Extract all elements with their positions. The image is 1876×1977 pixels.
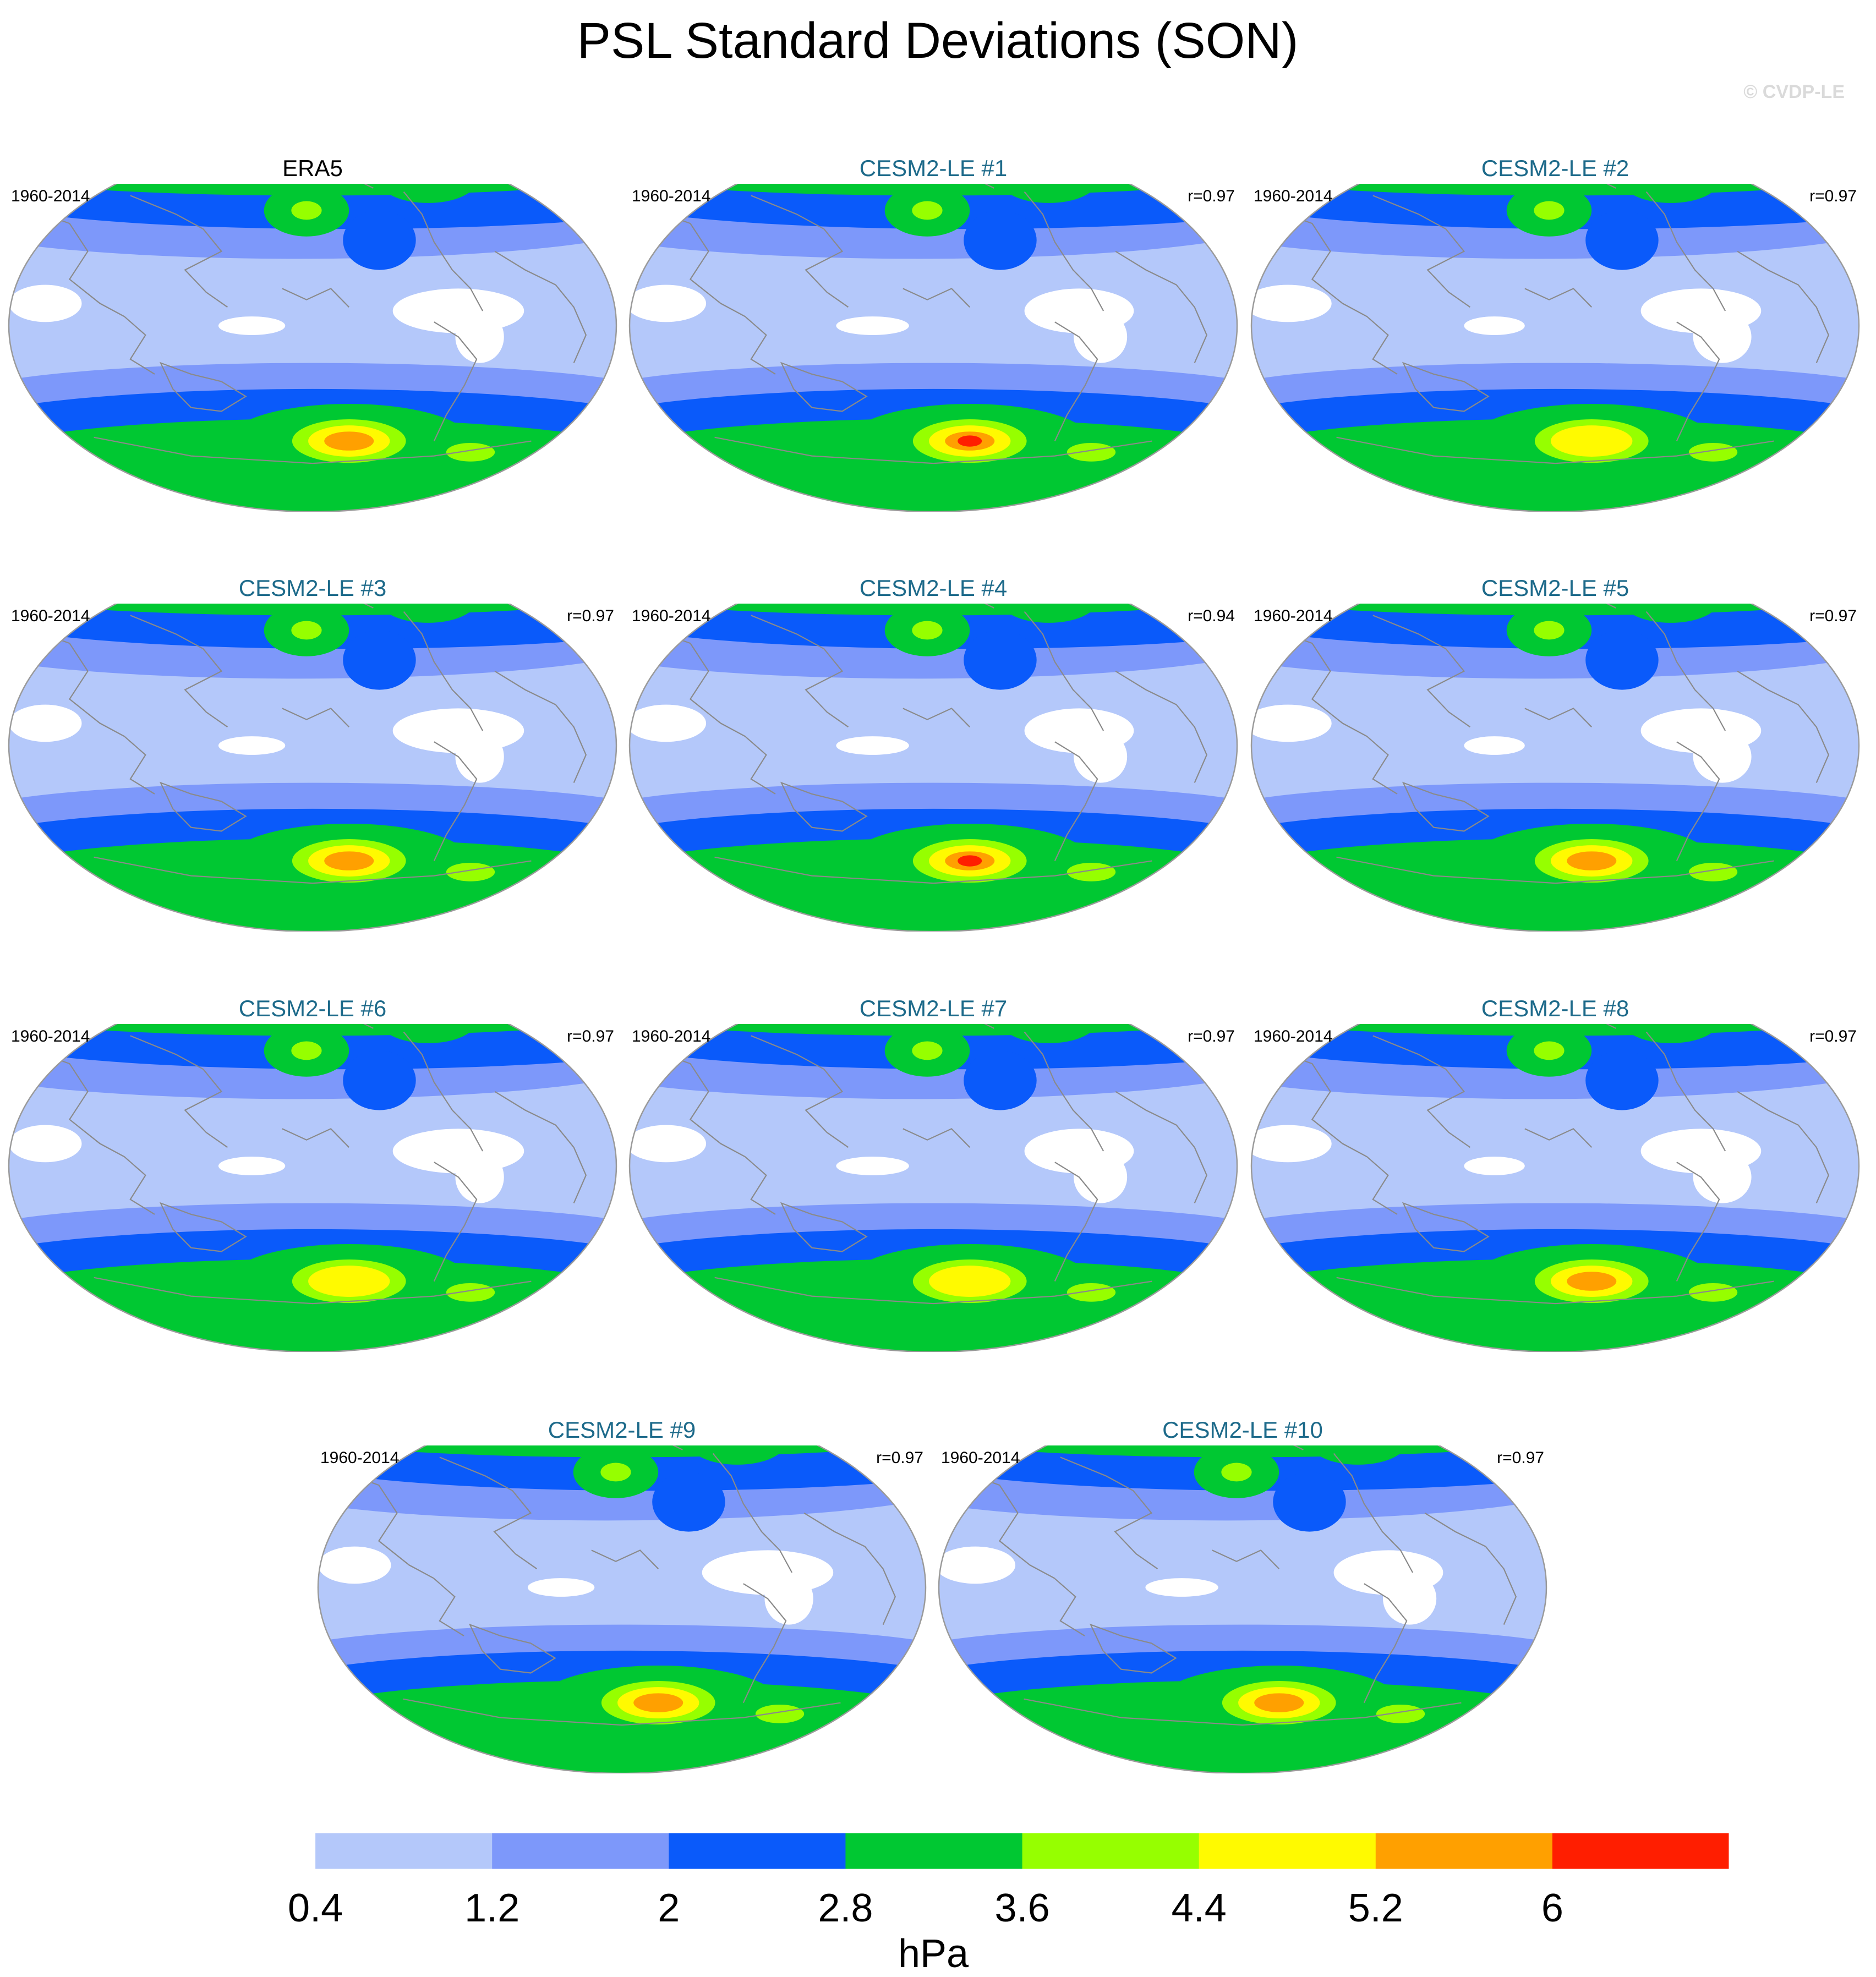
colorbar-swatch [845, 1833, 1023, 1869]
colorbar-units: hPa [898, 1932, 969, 1976]
map-panel [8, 604, 617, 932]
panel-title: CESM2-LE #1 [860, 155, 1007, 181]
panel-title: CESM2-LE #8 [1481, 995, 1629, 1021]
panel-title: CESM2-LE #2 [1481, 155, 1629, 181]
colorbar-tick-label: 2 [658, 1886, 680, 1930]
colorbar-swatch [1375, 1833, 1553, 1869]
colorbar-swatch [1199, 1833, 1376, 1869]
panel-title: CESM2-LE #4 [860, 575, 1007, 601]
colorbar-swatch [315, 1833, 493, 1869]
map-panel [1250, 1024, 1860, 1352]
panel-title: ERA5 [282, 155, 343, 181]
map-panel [628, 1024, 1238, 1352]
map-panel [1250, 184, 1860, 512]
panel-title: CESM2-LE #10 [1162, 1417, 1323, 1443]
colorbar-tick-label: 5.2 [1348, 1886, 1403, 1930]
panel-period: 1960-2014 [11, 607, 90, 625]
panel-period: 1960-2014 [941, 1449, 1020, 1467]
panel-correlation: r=0.97 [1188, 1027, 1235, 1045]
panel-correlation: r=0.97 [1497, 1449, 1544, 1467]
panel-title: CESM2-LE #5 [1481, 575, 1629, 601]
panel-title: CESM2-LE #9 [548, 1417, 696, 1443]
colorbar-swatch [139, 1833, 316, 1869]
panel-title: CESM2-LE #3 [239, 575, 386, 601]
colorbar-swatch [669, 1833, 846, 1869]
colorbar-tick-label: 4.4 [1172, 1886, 1227, 1930]
colorbar-swatch [492, 1833, 669, 1869]
panel-title: CESM2-LE #7 [860, 995, 1007, 1021]
panel-grid: ERA5 1960-2014 CESM2-LE #1 1960-2014 r=0.97 C… [8, 155, 1860, 1773]
panel-correlation: r=0.97 [1188, 187, 1235, 205]
colorbar-tick-label: 0.4 [288, 1886, 343, 1930]
panel-correlation: r=0.97 [1809, 187, 1857, 205]
panel-period: 1960-2014 [11, 187, 90, 205]
panel-period: 1960-2014 [1254, 187, 1332, 205]
panel-correlation: r=0.97 [567, 1027, 614, 1045]
colorbar-tick-label: 2.8 [818, 1886, 873, 1930]
panel-period: 1960-2014 [11, 1027, 90, 1045]
colorbar-swatch [1022, 1833, 1200, 1869]
colorbar-tick-label: 1.2 [464, 1886, 519, 1930]
panel-correlation: r=0.97 [1809, 1027, 1857, 1045]
colorbar-tick-label: 3.6 [995, 1886, 1050, 1930]
panel-correlation: r=0.97 [876, 1449, 923, 1467]
panel-period: 1960-2014 [1254, 1027, 1332, 1045]
panel-period: 1960-2014 [1254, 607, 1332, 625]
panel-correlation: r=0.97 [1809, 607, 1857, 625]
colorbar: 0.4 1.2 2 2.8 3.6 4.4 5.2 6 hPa [138, 1832, 1730, 1976]
watermark: © CVDP-LE [1743, 81, 1845, 102]
panel-correlation: r=0.94 [1188, 607, 1235, 625]
panel-period: 1960-2014 [632, 607, 710, 625]
map-panel [8, 184, 617, 512]
panel-period: 1960-2014 [632, 1027, 710, 1045]
panel-period: 1960-2014 [320, 1449, 399, 1467]
colorbar-swatch [1552, 1833, 1730, 1869]
panel-title: CESM2-LE #6 [239, 995, 386, 1021]
panel-correlation: r=0.97 [567, 607, 614, 625]
colorbar-tick-label: 6 [1541, 1886, 1563, 1930]
figure-title: PSL Standard Deviations (SON) [577, 13, 1299, 69]
panel-period: 1960-2014 [632, 187, 710, 205]
